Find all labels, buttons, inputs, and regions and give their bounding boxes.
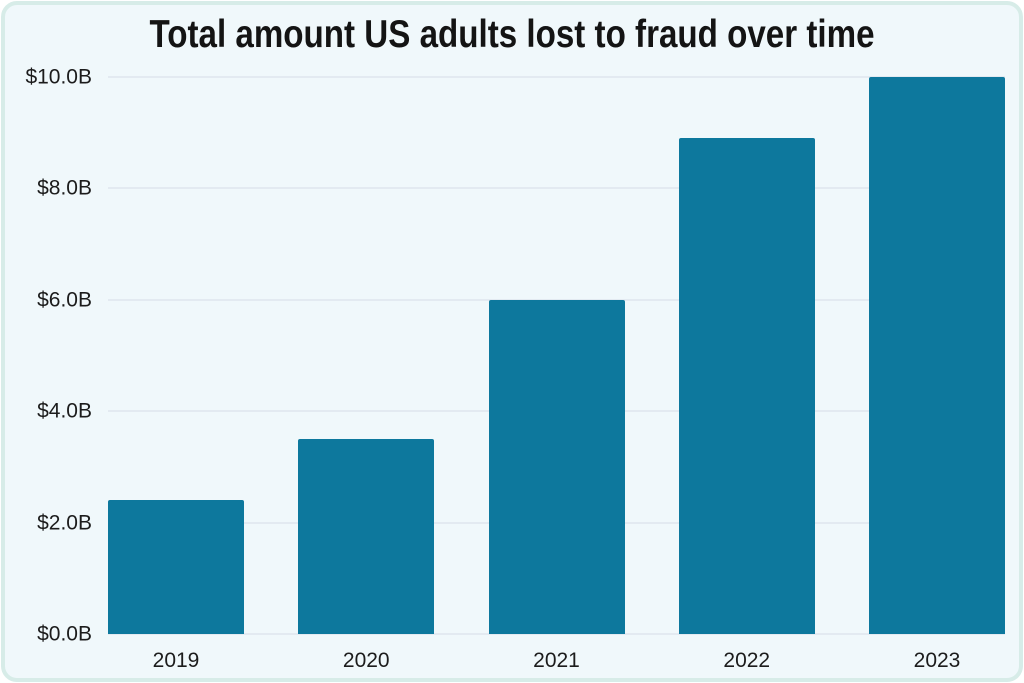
y-tick-label-2: $2.0B	[37, 511, 92, 535]
bar-2023	[869, 77, 1005, 634]
x-axis-label-2022: 2022	[723, 649, 771, 672]
chart-title: Total amount US adults lost to fraud ove…	[149, 13, 875, 56]
gridline	[108, 76, 1005, 78]
bar-2022	[678, 138, 815, 634]
y-tick-label-0: $0.0B	[37, 622, 92, 646]
bar-2020	[298, 439, 435, 634]
y-tick-label-4: $4.0B	[37, 399, 92, 423]
bar-slot-2023: 2023	[869, 77, 1005, 671]
x-axis-label-2020: 2020	[342, 649, 390, 672]
y-axis: $0.0B $2.0B $4.0B $6.0B $8.0B $10.0B	[5, 67, 92, 645]
gridline	[108, 187, 1005, 190]
x-axis-label-2021: 2021	[533, 649, 580, 672]
x-axis-label-2023: 2023	[913, 649, 961, 672]
bar-2021	[488, 299, 625, 634]
bar-slot-2022: 2022	[678, 77, 815, 671]
y-tick-label-8: $8.0B	[37, 176, 92, 200]
plot-area: 2019 2020 2021 2022 2023	[108, 76, 1005, 671]
bar-slot-2019: 2019	[108, 77, 244, 671]
y-tick-label-6: $6.0B	[37, 288, 92, 312]
bars: 2019 2020 2021 2022 2023	[108, 77, 1005, 671]
x-axis-label-2019: 2019	[152, 649, 200, 672]
bar-2019	[108, 500, 244, 634]
y-tick-label-10: $10.0B	[25, 65, 92, 89]
bar-slot-2020: 2020	[298, 77, 435, 671]
bar-slot-2021: 2021	[488, 77, 625, 671]
gridline	[108, 633, 1005, 635]
